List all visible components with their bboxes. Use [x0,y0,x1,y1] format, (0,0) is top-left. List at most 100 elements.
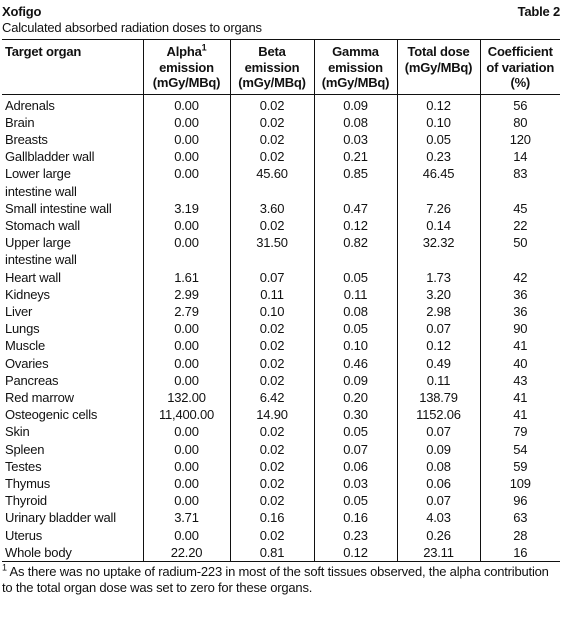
dose-value: 0.21 [313,148,397,166]
table-row: Spleen 0.00 0.02 0.07 0.09 54 [2,440,560,458]
organ-name: Ovaries [5,355,49,371]
dose-value: 0.07 [396,492,480,510]
column-header: Gamma emission (mGy/MBq) [313,39,397,95]
organ-name: Stomach wall [5,217,80,233]
dose-value: 0.08 [313,302,397,321]
dose-value: 31.50 [229,234,314,269]
dose-value: 0.08 [396,457,480,475]
dose-value: 0.00 [142,440,230,458]
dose-value: 0.07 [396,423,480,441]
document: Xofigo Table 2 Calculated absorbed radia… [2,4,560,596]
organ-name: Heart wall [5,269,61,285]
dose-value: 28 [479,526,560,544]
table-row: Gallbladder wall 0.00 0.02 0.21 0.23 14 [2,148,560,166]
dose-value: 132.00 [142,388,230,407]
dose-value: 0.06 [396,474,480,493]
dose-value: 0.12 [313,543,397,562]
dose-value: 0.23 [313,526,397,544]
dose-value: 0.00 [142,94,230,114]
organ-name: Kidneys [5,286,50,302]
table-row: Lower large intestine wall 0.00 45.60 0.85 4… [2,165,560,200]
dose-value: 0.02 [229,320,314,338]
dose-value: 0.02 [229,337,314,355]
organ-name: Brain [5,114,35,130]
dose-value: 0.00 [142,148,230,166]
dose-value: 0.02 [229,94,314,114]
dose-value: 0.11 [396,371,480,389]
dose-value: 0.02 [229,492,314,510]
table-row: Muscle 0.00 0.02 0.10 0.12 41 [2,337,560,355]
dose-value: 0.05 [313,320,397,338]
dose-value: 45 [479,199,560,217]
dose-value: 0.07 [229,268,314,286]
dose-value: 0.05 [396,130,480,149]
dose-value: 0.20 [313,388,397,407]
dose-value: 0.02 [229,354,314,372]
dose-value: 7.26 [396,199,480,217]
dose-value: 0.02 [229,371,314,389]
column-header-text: Total dose (mGy/MBq) [404,44,473,75]
dose-value: 3.20 [396,285,480,303]
table-row: Skin 0.00 0.02 0.05 0.07 79 [2,423,560,441]
dose-value: 11,400.00 [142,406,230,424]
organ-name: Liver [5,303,33,319]
dose-value: 0.09 [313,371,397,389]
footnote-ref: 1 [201,42,207,53]
dose-value: 3.71 [142,509,230,527]
dose-value: 0.00 [142,526,230,544]
dose-value: 59 [479,457,560,475]
dose-value: 0.12 [396,337,480,355]
table-row: Red marrow 132.00 6.42 0.20 138.79 41 [2,388,560,407]
dose-value: 41 [479,406,560,424]
dose-value: 0.00 [142,371,230,389]
dose-value: 0.49 [396,354,480,372]
table-row: Thyroid 0.00 0.02 0.05 0.07 96 [2,492,560,510]
footnote: 1 As there was no uptake of radium-223 i… [2,562,558,596]
dose-value: 0.00 [142,234,230,269]
table-row: Breasts 0.00 0.02 0.03 0.05 120 [2,130,560,149]
dose-value: 22 [479,216,560,235]
dose-value: 46.45 [396,165,480,200]
dose-value: 0.47 [313,199,397,217]
table-row: Lungs 0.00 0.02 0.05 0.07 90 [2,320,560,338]
dose-value: 1.73 [396,268,480,286]
dose-value: 0.05 [313,492,397,510]
dose-value: 0.11 [229,285,314,303]
dose-value: 0.16 [313,509,397,527]
organ-name: Lungs [5,321,40,337]
dose-value: 0.26 [396,526,480,544]
dose-value: 0.23 [396,148,480,166]
dose-value: 56 [479,94,560,114]
organ-name: Testes [5,458,42,474]
dose-value: 36 [479,285,560,303]
dose-value: 1.61 [142,268,230,286]
dose-value: 0.00 [142,165,230,200]
dose-value: 120 [479,130,560,149]
dose-value: 0.07 [396,320,480,338]
footnote-marker: 1 [2,562,7,573]
footnote-text: As there was no uptake of radium-223 in … [2,563,549,595]
organ-name: Breasts [5,131,48,147]
organ-name: Gallbladder wall [5,149,95,165]
dose-value: 2.99 [142,285,230,303]
table-row: Small intestine wall 3.19 3.60 0.47 7.26 45 [2,199,560,217]
dose-value: 0.02 [229,526,314,544]
table-row: Upper large intestine wall 0.00 31.50 0.82 3… [2,234,560,269]
dose-value: 0.02 [229,216,314,235]
table-row: Stomach wall 0.00 0.02 0.12 0.14 22 [2,216,560,235]
dose-value: 0.00 [142,354,230,372]
organ-name: Muscle [5,338,45,354]
dose-value: 0.12 [396,94,480,114]
table-row: Thymus 0.00 0.02 0.03 0.06 109 [2,474,560,493]
dose-value: 6.42 [229,388,314,407]
dose-value: 1152.06 [396,406,480,424]
organ-name: Small intestine wall [5,200,112,216]
organ-name: Osteogenic cells [5,407,98,423]
table-row: Pancreas 0.00 0.02 0.09 0.11 43 [2,371,560,389]
organ-name: Spleen [5,441,45,457]
dose-value: 0.14 [396,216,480,235]
organ-name: Red marrow [5,389,74,405]
column-header-text: Alpha [166,44,202,59]
dose-value: 50 [479,234,560,269]
